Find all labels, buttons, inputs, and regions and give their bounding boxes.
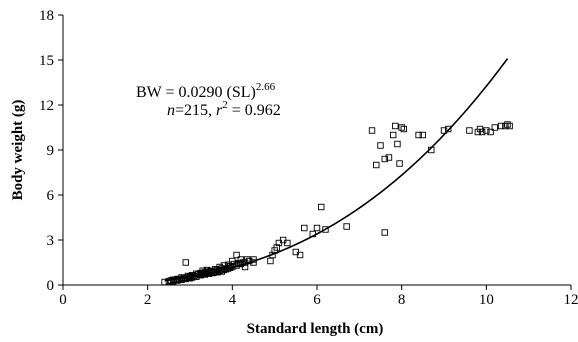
data-point (506, 122, 513, 130)
data-point (392, 122, 399, 130)
data-point (165, 278, 173, 285)
x-tick-label: 0 (59, 292, 67, 308)
data-point (313, 224, 321, 232)
equation-annotation: BW = 0.0290 (SL)2.66 (136, 81, 276, 101)
y-axis-title: Body weight (g) (10, 100, 26, 201)
data-point (390, 131, 397, 139)
data-point (318, 203, 325, 211)
x-axis-title: Standard length (cm) (247, 321, 384, 337)
data-point (205, 268, 213, 275)
data-point (201, 269, 209, 276)
data-point (415, 131, 422, 139)
data-point (343, 223, 350, 230)
data-points (161, 121, 513, 286)
y-tick-label: 15 (39, 53, 54, 69)
data-point (203, 266, 211, 274)
data-point (301, 224, 308, 232)
data-point (381, 155, 388, 163)
data-point (199, 267, 206, 274)
r-value: = 0.962 (228, 102, 281, 119)
data-point (466, 127, 473, 134)
data-point (161, 278, 168, 286)
axes (62, 15, 571, 286)
x-tick-label: 12 (564, 292, 578, 308)
data-point (483, 127, 490, 134)
y-tick-label: 18 (39, 8, 54, 24)
data-point (284, 239, 291, 247)
data-point (322, 226, 329, 233)
data-point (419, 131, 427, 139)
data-point (224, 261, 232, 268)
data-point (296, 251, 304, 259)
data-point (400, 125, 407, 133)
fit-curve (164, 58, 509, 282)
x-tick-label: 6 (313, 292, 321, 308)
n-value: =215, (175, 102, 216, 119)
data-point (381, 229, 388, 236)
data-point (233, 251, 240, 259)
data-point (373, 161, 380, 169)
x-tick-label: 8 (398, 292, 406, 308)
r-label: r (216, 102, 223, 119)
data-point (504, 121, 511, 128)
equation-exponent: 2.66 (256, 81, 276, 93)
data-point (487, 128, 494, 136)
data-point (491, 124, 498, 131)
y-tick-label: 0 (47, 278, 55, 294)
data-point (445, 125, 452, 133)
data-point (440, 127, 448, 134)
x-tick-label: 2 (144, 292, 152, 308)
data-point (218, 265, 225, 272)
data-point (385, 154, 393, 161)
tick-marks (58, 14, 572, 290)
y-tick-label: 3 (47, 233, 55, 249)
data-point (377, 142, 384, 149)
data-point (478, 128, 486, 136)
data-point (273, 244, 280, 251)
data-point (497, 122, 505, 130)
data-point (394, 140, 401, 148)
data-point (243, 256, 251, 263)
equation-lhs: BW = 0.0290 (SL) (136, 84, 256, 101)
stats-annotation: n=215, r2 = 0.962 (167, 99, 281, 119)
tick-labels: 0 2 4 6 8 10 12 0 3 6 9 12 15 18 (39, 8, 578, 308)
r-exponent: 2 (222, 99, 228, 111)
data-point (502, 122, 509, 130)
data-point (267, 257, 274, 265)
y-tick-label: 9 (47, 143, 55, 159)
x-tick-label: 4 (229, 292, 237, 308)
data-point (396, 160, 403, 167)
x-tick-label: 10 (479, 292, 494, 308)
data-point (398, 124, 405, 131)
data-point (368, 127, 376, 134)
y-tick-label: 6 (47, 188, 55, 204)
n-label: n (167, 102, 175, 119)
y-tick-label: 12 (39, 98, 54, 114)
data-point (182, 259, 189, 266)
